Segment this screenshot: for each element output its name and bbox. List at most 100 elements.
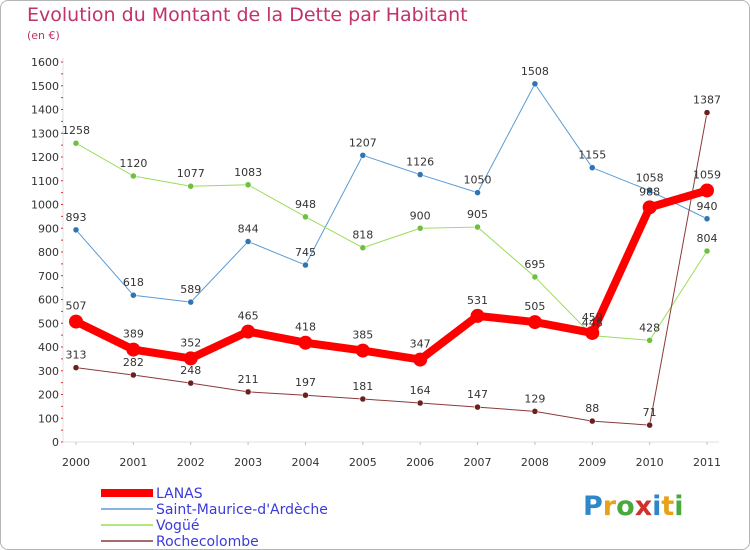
data-point [130, 172, 137, 180]
brand-logo-letter: i [674, 491, 684, 522]
data-label: 459 [582, 311, 603, 324]
data-label: 988 [639, 185, 660, 198]
y-tick-label: 200 [38, 389, 59, 402]
legend: LANASSaint-Maurice-d'ArdècheVogüéRocheco… [101, 486, 328, 550]
data-point [187, 182, 194, 190]
data-label: 948 [295, 198, 316, 211]
data-point [646, 421, 653, 429]
data-label: 248 [180, 364, 201, 377]
data-label: 448 [582, 317, 603, 330]
legend-item: LANAS [101, 486, 203, 502]
data-label: 1258 [62, 124, 90, 137]
data-label: 1126 [406, 156, 434, 169]
data-label: 1077 [177, 167, 205, 180]
data-point [298, 335, 313, 350]
data-point [416, 225, 424, 232]
data-point [302, 213, 309, 221]
data-label: 745 [295, 246, 316, 259]
legend-item: Rochecolombe [101, 534, 259, 550]
data-point [302, 261, 309, 269]
data-point [359, 395, 367, 403]
series-line [75, 112, 708, 426]
data-label: 164 [410, 384, 431, 397]
chart-title: Evolution du Montant de la Dette par Hab… [27, 4, 468, 26]
data-label: 418 [295, 321, 316, 334]
data-point [531, 80, 539, 88]
data-label: 818 [352, 229, 373, 242]
series-line [75, 142, 708, 341]
data-point [302, 391, 309, 399]
data-point [241, 324, 256, 339]
data-point [244, 181, 252, 189]
data-label: 352 [180, 336, 201, 349]
series-saint-maurice-d-ard-che [72, 80, 711, 306]
legend-item: Vogüé [101, 518, 199, 534]
data-label: 507 [66, 300, 87, 313]
y-tick-label: 1400 [31, 104, 59, 117]
x-tick-label: 2010 [636, 456, 664, 469]
data-label: 129 [524, 392, 545, 405]
y-tick-label: 700 [38, 270, 59, 283]
data-point [703, 109, 711, 116]
y-tick-label: 400 [38, 341, 59, 354]
y-tick-label: 1100 [31, 175, 59, 188]
chart-subtitle: (en €) [27, 29, 60, 42]
data-label: 900 [410, 209, 431, 222]
data-label: 1155 [578, 149, 606, 162]
brand-logo-letter: i [652, 491, 662, 522]
data-point [244, 238, 252, 245]
data-point [413, 352, 428, 367]
x-tick-label: 2011 [693, 456, 721, 469]
data-label: 465 [238, 310, 259, 323]
y-tick-label: 1200 [31, 151, 59, 164]
data-point [589, 417, 596, 425]
data-point [474, 403, 481, 411]
series-line [75, 83, 708, 303]
data-point [126, 342, 141, 357]
brand-logo-letter: o [616, 491, 635, 522]
data-point [359, 244, 367, 251]
data-point [183, 351, 198, 366]
data-label: 1083 [234, 166, 262, 179]
series-rochecolombe [72, 109, 711, 429]
data-label: 389 [123, 328, 144, 341]
data-label: 1387 [693, 94, 721, 107]
axes: 0 100 200 300 400 500 600 700 800 900 1000 1100 1200… [31, 56, 721, 469]
data-labels: 8936185898447451207112610501508115510589… [62, 65, 721, 419]
data-point [589, 164, 596, 171]
x-tick-label: 2008 [521, 456, 549, 469]
data-label: 531 [467, 294, 488, 307]
data-point [355, 343, 370, 358]
x-tick-label: 2007 [464, 456, 492, 469]
data-point [474, 189, 481, 196]
data-point [359, 152, 367, 159]
brand-logo-letter: x [634, 491, 653, 522]
data-label: 940 [697, 200, 718, 213]
data-label: 1207 [349, 136, 377, 149]
data-point [703, 247, 711, 255]
legend-label: Rochecolombe [156, 534, 259, 550]
data-label: 181 [352, 380, 373, 393]
brand-logo-letter: P [583, 491, 603, 522]
data-label: 905 [467, 208, 488, 221]
data-label: 428 [639, 321, 660, 334]
data-label: 804 [697, 232, 718, 245]
data-label: 505 [524, 300, 545, 313]
data-label: 1508 [521, 65, 549, 78]
x-tick-label: 2002 [177, 456, 205, 469]
data-point [187, 379, 194, 387]
data-label: 893 [66, 211, 87, 224]
data-point [72, 364, 80, 371]
data-point [646, 337, 653, 344]
data-label: 1059 [693, 168, 721, 181]
data-point [130, 371, 137, 379]
legend-label: LANAS [156, 486, 203, 502]
data-label: 1050 [464, 174, 492, 187]
x-tick-label: 2000 [62, 456, 90, 469]
y-tick-label: 0 [52, 436, 59, 449]
data-point [72, 139, 80, 147]
data-label: 618 [123, 276, 144, 289]
data-label: 844 [238, 223, 259, 236]
y-tick-label: 1300 [31, 127, 59, 140]
